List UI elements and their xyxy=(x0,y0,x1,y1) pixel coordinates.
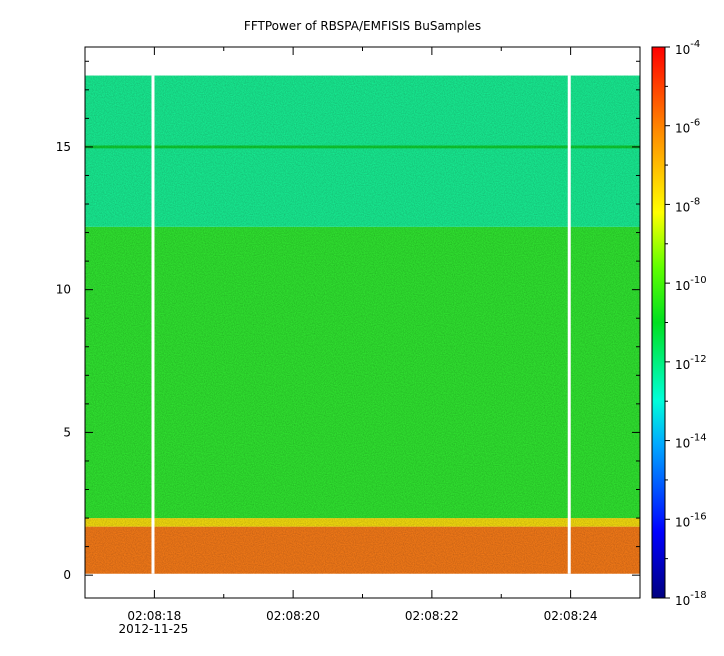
colorbar-tick-label: 10-10 xyxy=(675,275,707,293)
data-gap-0 xyxy=(151,75,155,574)
data-gaps xyxy=(151,75,571,574)
spectrogram-band-0 xyxy=(85,526,640,574)
plot-area xyxy=(84,46,641,599)
spectrogram-band-4 xyxy=(85,145,640,149)
spectrogram-bands xyxy=(85,75,640,574)
y-tick-label: 15 xyxy=(56,140,71,154)
y-tick-label: 5 xyxy=(63,425,71,439)
y-tick-label: 0 xyxy=(63,568,71,582)
colorbar-tick-label: 10-14 xyxy=(675,433,707,451)
x-date-label: 2012-11-25 xyxy=(119,622,189,636)
x-axis: 02:08:18 02:08:20 02:08:22 02:08:24 xyxy=(84,47,641,623)
x-tick-label: 02:08:24 xyxy=(544,609,598,623)
spectrogram-band-2 xyxy=(85,226,640,519)
y-tick-label: 10 xyxy=(56,283,71,297)
data-gap-1 xyxy=(567,75,571,574)
spectrogram-band-1 xyxy=(85,518,640,527)
y-axis: 0 5 10 15 xyxy=(56,60,640,582)
colorbar: 10-18 10-16 10-14 10-12 10-10 10-8 10-6 10-4 xyxy=(651,39,707,608)
colorbar-tick-label: 10-8 xyxy=(675,196,700,214)
spectrogram-band-3 xyxy=(85,75,640,227)
x-tick-label: 02:08:18 xyxy=(127,609,181,623)
colorbar-tick-label: 10-12 xyxy=(675,354,707,372)
colorbar-gradient xyxy=(651,46,666,599)
colorbar-tick-label: 10-16 xyxy=(675,511,707,529)
colorbar-tick-label: 10-4 xyxy=(675,39,700,57)
x-tick-label: 02:08:20 xyxy=(266,609,320,623)
chart-title: FFTPower of RBSPA/EMFISIS BuSamples xyxy=(244,19,481,33)
x-tick-label: 02:08:22 xyxy=(405,609,459,623)
colorbar-tick-label: 10-6 xyxy=(675,118,700,136)
colorbar-tick-label: 10-18 xyxy=(675,590,707,608)
colorbar-ticks: 10-18 10-16 10-14 10-12 10-10 10-8 10-6 10-4 xyxy=(665,39,707,608)
